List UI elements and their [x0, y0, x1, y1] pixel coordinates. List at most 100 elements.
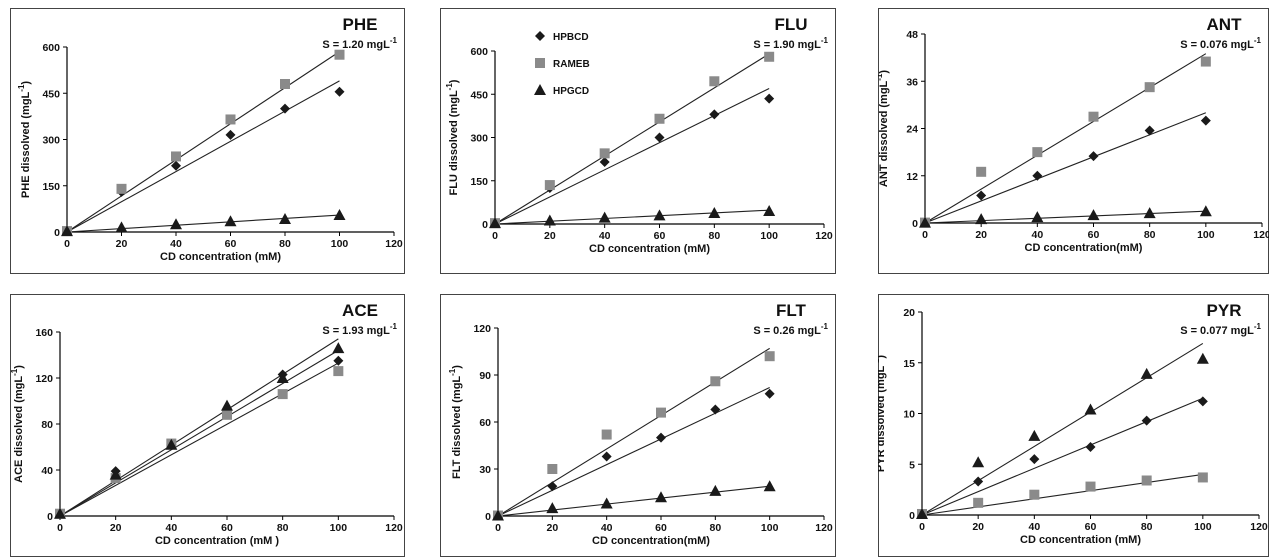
legend-marker-rameb [535, 58, 545, 68]
chart-svg: 0 20 40 60 80 100 120 0 40 80 120 160 CD concentrati… [10, 294, 405, 557]
data-point-hpgcd [1031, 211, 1044, 223]
data-point-hpbcd [654, 132, 665, 143]
data-point-rameb [601, 429, 612, 440]
x-tick-label: 0 [57, 522, 63, 534]
legend-label-hpbcd: HPBCD [553, 32, 589, 43]
panel-title: ACE [342, 301, 378, 320]
x-tick-label: 20 [975, 229, 987, 241]
solubility-label: S = 1.93 mgL-1 [322, 322, 397, 337]
chart-svg: 0 20 40 60 80 100 120 0 12 24 36 48 CD concentration… [878, 8, 1269, 274]
x-tick-label: 60 [1088, 229, 1100, 241]
data-point-rameb [764, 351, 775, 362]
x-tick-label: 0 [922, 229, 928, 241]
x-tick-label: 0 [492, 230, 498, 242]
data-point-hpgcd [1140, 367, 1153, 379]
fit-line-hpbcd [497, 387, 770, 517]
data-point-rameb [599, 148, 610, 159]
data-point-hpgcd [708, 207, 721, 219]
data-point-hpbcd [334, 86, 345, 97]
data-point-hpgcd [221, 399, 233, 411]
panel-frame [10, 294, 405, 557]
data-point-hpgcd [763, 480, 776, 492]
x-tick-label: 120 [385, 522, 403, 534]
x-tick-label: 100 [331, 238, 349, 250]
data-point-hpbcd [764, 388, 775, 399]
x-tick-label: 40 [165, 522, 177, 534]
x-tick-label: 100 [1197, 229, 1215, 241]
x-tick-label: 40 [601, 522, 613, 534]
y-tick-label: 48 [906, 29, 918, 41]
data-point-hpbcd [333, 355, 344, 366]
y-tick-label: 15 [903, 358, 915, 370]
y-tick-label: 40 [41, 465, 53, 477]
x-tick-label: 20 [110, 522, 122, 534]
data-point-hpgcd [546, 502, 559, 514]
chart-panel-ace: 0 20 40 60 80 100 120 0 40 80 120 160 CD concentrati… [10, 294, 405, 557]
fit-line-rameb [924, 53, 1207, 224]
y-tick-label: 600 [42, 42, 60, 54]
data-point-rameb [225, 114, 236, 125]
fit-line-hpbcd [66, 80, 340, 233]
data-point-rameb [1200, 56, 1211, 67]
panel-title: FLU [774, 15, 807, 34]
data-point-rameb [764, 51, 775, 62]
y-tick-label: 0 [482, 219, 488, 231]
data-point-rameb [333, 366, 344, 377]
data-point-hpbcd [1141, 415, 1152, 426]
x-tick-label: 60 [654, 230, 666, 242]
data-point-hpgcd [492, 509, 504, 521]
data-point-hpbcd [973, 476, 984, 487]
y-tick-label: 0 [909, 510, 915, 522]
x-tick-label: 20 [546, 522, 558, 534]
data-point-hpgcd [763, 205, 776, 217]
y-tick-label: 600 [470, 46, 488, 58]
panel-title: PHE [343, 15, 378, 34]
y-tick-label: 24 [906, 124, 918, 136]
fit-line-hpgcd [497, 485, 770, 517]
x-tick-label: 80 [708, 230, 720, 242]
panel-frame [10, 8, 405, 274]
chart-svg: 0 20 40 60 80 100 120 0 30 60 90 120 CD concentratio… [440, 294, 836, 557]
data-point-rameb [1032, 147, 1043, 158]
y-tick-label: 5 [909, 459, 915, 471]
data-point-hpgcd [919, 216, 931, 228]
x-tick-label: 80 [1141, 521, 1153, 533]
legend-marker-hpgcd [534, 84, 546, 95]
x-axis-title: CD concentration(mM) [592, 535, 710, 547]
x-tick-label: 0 [919, 521, 925, 533]
y-tick-label: 0 [54, 227, 60, 239]
fit-line-hpgcd [59, 338, 339, 517]
x-tick-label: 20 [116, 238, 128, 250]
solubility-label: S = 0.076 mgL-1 [1180, 36, 1261, 51]
x-tick-label: 20 [972, 521, 984, 533]
data-point-hpgcd [489, 217, 501, 229]
x-tick-label: 60 [1085, 521, 1097, 533]
data-point-hpbcd [656, 432, 666, 443]
solubility-label: S = 0.26 mgL-1 [753, 322, 828, 337]
legend-label-hpgcd: HPGCD [553, 86, 589, 97]
data-point-rameb [710, 376, 721, 387]
x-axis-title: CD concentration (mM ) [155, 535, 279, 547]
fit-line-rameb [494, 53, 770, 225]
x-tick-label: 40 [1028, 521, 1040, 533]
y-tick-label: 12 [906, 171, 918, 183]
x-axis-title: CD concentration (mM) [1020, 534, 1141, 546]
y-tick-label: 120 [473, 323, 491, 335]
data-point-hpbcd [764, 93, 775, 104]
legend-label-rameb: RAMEB [553, 59, 590, 70]
panel-frame [440, 294, 836, 557]
y-tick-label: 10 [903, 409, 915, 421]
x-tick-label: 60 [655, 522, 667, 534]
legend-marker-hpbcd [535, 31, 545, 41]
data-point-rameb [709, 76, 720, 87]
y-tick-label: 150 [42, 181, 60, 193]
y-axis-title: PYR dissolved (mgL-1) [878, 355, 887, 472]
fit-line-hpbcd [494, 87, 770, 225]
data-point-hpbcd [710, 404, 721, 415]
fit-line-hpgcd [924, 210, 1206, 224]
data-point-rameb [976, 166, 987, 177]
data-point-hpgcd [279, 213, 291, 225]
x-axis-title: CD concentration (mM) [160, 251, 281, 263]
data-point-rameb [1088, 111, 1099, 122]
